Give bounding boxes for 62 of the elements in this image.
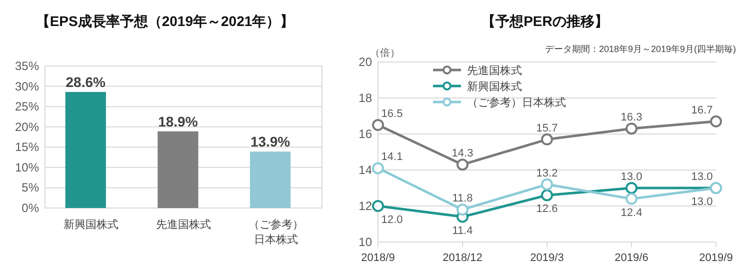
point xyxy=(710,115,722,128)
data-label: 12.4 xyxy=(620,206,642,219)
x-tick-label: 2019/6 xyxy=(614,252,648,264)
x-tick-label: 2018/12 xyxy=(442,252,482,264)
chart-title: 【予想PERの推移】 xyxy=(482,13,608,29)
data-label: 13.0 xyxy=(620,171,642,183)
point xyxy=(372,200,384,212)
y-tick-label: 18 xyxy=(358,91,372,105)
point xyxy=(541,189,553,202)
data-label: 18.9% xyxy=(158,113,198,130)
y-tick-label: 30% xyxy=(14,79,40,94)
data-label: 16.3 xyxy=(620,112,642,124)
point xyxy=(372,162,384,174)
data-label: 11.4 xyxy=(452,224,473,237)
x-tick-label: 2019/9 xyxy=(699,252,733,264)
point xyxy=(541,133,553,146)
x-tick-label: 新興国株式 xyxy=(64,218,119,231)
text: データ期間：2018年9月～2019年9月(四半期毎) xyxy=(544,44,736,54)
y-tick-label: 10% xyxy=(14,160,40,174)
point xyxy=(541,178,553,190)
data-label: 13.2 xyxy=(536,167,558,180)
data-label: 14.3 xyxy=(452,148,474,160)
data-label: 13.0 xyxy=(691,196,713,208)
point xyxy=(626,182,638,194)
data-label: 12.0 xyxy=(381,214,403,226)
y-tick-label: 15% xyxy=(14,140,40,154)
x-tick-label: 先進国株式 xyxy=(156,218,211,231)
point xyxy=(456,204,468,216)
chart-title: 【EPS成長率予想（2019年～2021年）】 xyxy=(36,13,294,29)
data-label: 16.5 xyxy=(381,108,403,120)
legend-label: 先進国株式 xyxy=(467,64,522,77)
bar xyxy=(250,152,291,208)
data-label: 15.7 xyxy=(536,122,558,134)
y-tick-label: 25% xyxy=(14,100,40,114)
data-label: 14.1 xyxy=(381,151,403,164)
data-label: 12.6 xyxy=(536,203,558,216)
y-tick-label: 12 xyxy=(358,199,372,213)
data-label: 13.0 xyxy=(691,171,713,183)
point xyxy=(372,119,384,131)
legend-label: 新興国株式 xyxy=(467,80,522,93)
y-axis-title: （倍） xyxy=(370,47,400,59)
data-label: 11.8 xyxy=(452,192,473,205)
data-label: 28.6% xyxy=(66,74,106,90)
legend-label: （ご参考）日本株式 xyxy=(467,96,566,109)
bar xyxy=(158,131,198,208)
point xyxy=(626,192,638,205)
data-label: 16.7 xyxy=(691,104,713,116)
x-tick-label: 2018/9 xyxy=(361,252,395,264)
y-tick-label: 16 xyxy=(358,127,372,141)
y-tick-label: 14 xyxy=(358,163,372,177)
y-tick-label: 20 xyxy=(358,55,372,69)
y-tick-label: 0% xyxy=(22,201,40,215)
y-tick-label: 20% xyxy=(14,120,40,134)
y-tick-label: 10 xyxy=(358,235,372,249)
x-tick-label: （ご参考）日本株式 xyxy=(248,218,304,246)
y-tick-label: 5% xyxy=(22,180,40,195)
bar xyxy=(65,92,106,208)
point xyxy=(626,122,638,135)
x-tick-label: 2019/3 xyxy=(530,252,564,264)
y-tick-label: 35% xyxy=(14,59,40,73)
point xyxy=(456,158,468,171)
data-label: 13.9% xyxy=(250,134,291,150)
